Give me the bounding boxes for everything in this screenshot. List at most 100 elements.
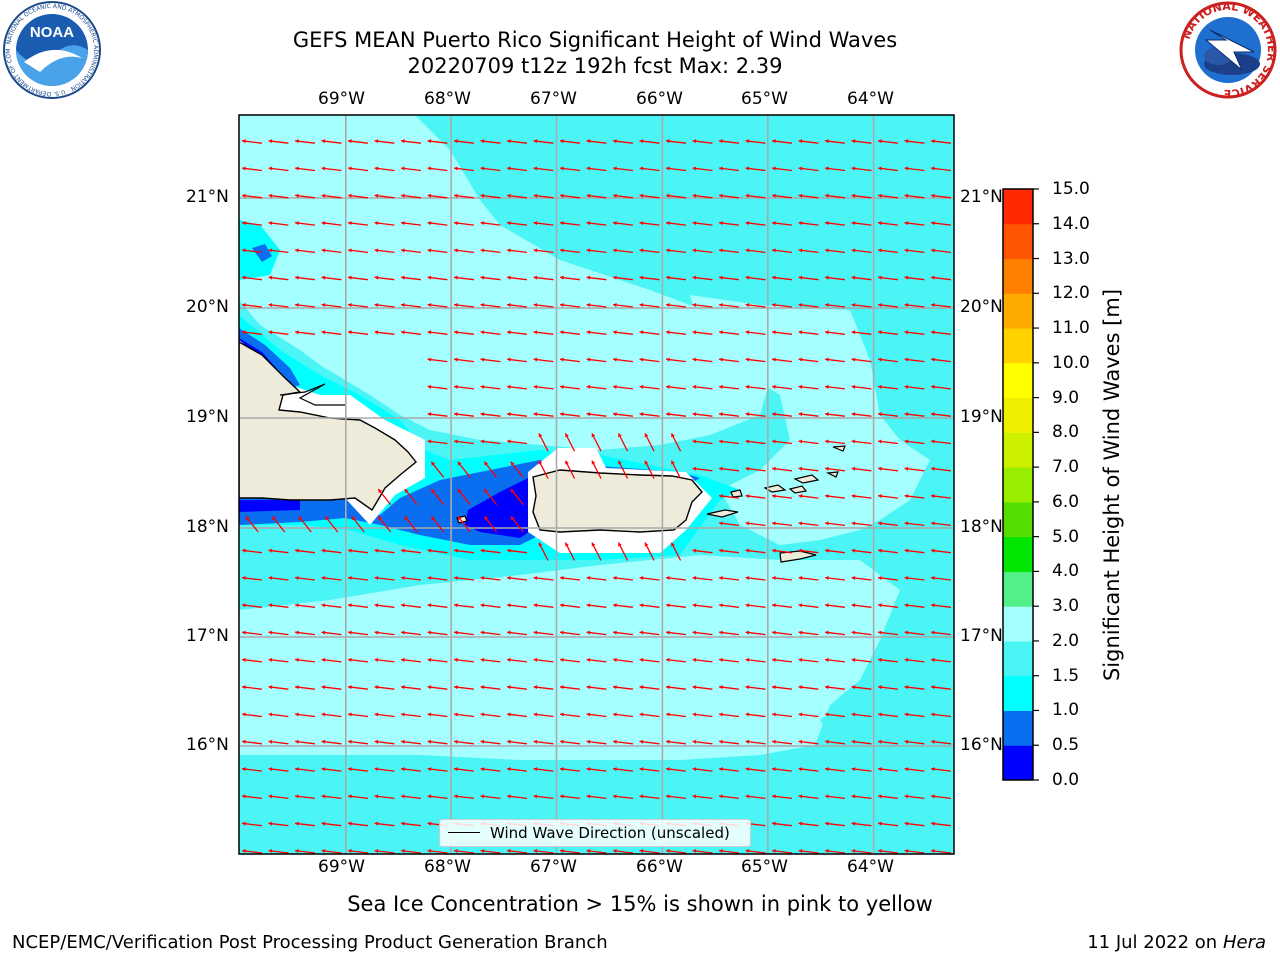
direction-arrow-head (268, 657, 273, 662)
direction-arrow-head (613, 139, 617, 144)
direction-arrow-head (931, 685, 935, 690)
direction-arrow-head (878, 302, 882, 308)
direction-arrow-head (507, 221, 511, 226)
direction-arrow-head (295, 685, 299, 690)
direction-arrow-head (242, 275, 246, 280)
direction-arrow-head (533, 357, 538, 362)
direction-arrow-head (671, 433, 675, 438)
colorbar-bin (1003, 640, 1033, 677)
direction-arrow-head (480, 166, 485, 171)
direction-arrow-head (745, 657, 750, 662)
direction-arrow-head (931, 139, 935, 144)
colorbar-bin (1003, 223, 1033, 260)
direction-arrow-head (427, 384, 432, 389)
direction-arrow-head (591, 433, 596, 438)
direction-arrow-head (666, 767, 670, 772)
direction-arrow-head (533, 221, 538, 226)
direction-arrow-head (692, 412, 697, 417)
direction-arrow-head (480, 330, 485, 335)
graticule (239, 115, 954, 854)
direction-arrow-head (692, 575, 697, 581)
direction-arrow-head (374, 794, 379, 799)
direction-arrow-head (427, 275, 432, 280)
noaa-logo-text: NOAA (30, 24, 74, 41)
direction-arrow-head (295, 657, 299, 662)
direction-arrow-head (639, 166, 644, 171)
direction-arrow-head (878, 848, 882, 854)
direction-arrow-head (242, 330, 246, 335)
direction-arrow-head (427, 575, 432, 581)
lat-label-right-18n: 18°N (960, 517, 1003, 537)
direction-arrow-head (798, 521, 803, 526)
direction-arrow-head (825, 494, 829, 499)
direction-arrow-head (268, 139, 273, 144)
direction-arrow-head (374, 575, 379, 581)
direction-arrow-head (904, 712, 909, 717)
direction-arrow-head (931, 384, 935, 389)
direction-arrow-head (745, 248, 750, 253)
island-st-john (788, 485, 808, 494)
lat-label-left-16n: 16°N (186, 735, 229, 755)
direction-arrow-head (480, 439, 485, 444)
direction-arrow-head (692, 685, 697, 690)
direction-arrow-head (268, 193, 273, 198)
colorbar-tick-label: 5.0 (1052, 526, 1080, 547)
direction-arrow-head (454, 575, 458, 581)
direction-arrow-head (454, 357, 458, 362)
direction-arrow-head (851, 384, 856, 389)
direction-arrow-head (295, 767, 299, 772)
direction-arrow-head (268, 302, 273, 308)
direction-arrow-head (401, 166, 405, 171)
lat-label-right-17n: 17°N (960, 626, 1003, 646)
direction-arrow-head (507, 575, 511, 581)
direction-arrow-head (533, 712, 538, 717)
direction-arrow-head (613, 412, 617, 417)
lon-label-top-67w: 67°W (530, 89, 577, 109)
direction-arrow-head (878, 357, 882, 362)
direction-arrow-head (242, 302, 246, 308)
direction-arrow-head (242, 685, 246, 690)
direction-arrow-head (374, 739, 379, 744)
direction-arrow-head (295, 821, 299, 826)
direction-arrow-head (719, 685, 723, 690)
direction-arrow-head (692, 630, 697, 635)
direction-arrow-head (401, 712, 405, 717)
direction-arrow-head (586, 412, 591, 417)
direction-arrow-head (565, 460, 569, 465)
direction-arrow-head (904, 821, 909, 826)
direction-arrow-head (692, 548, 697, 553)
direction-arrow-head (348, 603, 352, 608)
direction-arrow-head (931, 439, 935, 444)
direction-arrow-head (639, 739, 644, 744)
direction-arrow-head (507, 193, 511, 198)
direction-arrow-head (242, 712, 246, 717)
direction-arrow-head (401, 685, 405, 690)
wave-band-0-0p5m-passage (465, 478, 535, 538)
direction-arrow-head (613, 302, 617, 308)
direction-arrow-head (798, 494, 803, 499)
lon-label-bottom-66w: 66°W (636, 857, 683, 877)
direction-arrow-head (639, 412, 644, 417)
direction-arrow-head (692, 767, 697, 772)
lon-label-bottom-65w: 65°W (741, 857, 788, 877)
direction-arrow-head (374, 330, 379, 335)
direction-arrow-head (348, 739, 352, 744)
direction-arrow-head (798, 302, 803, 308)
direction-arrow-head (671, 460, 675, 465)
direction-arrow-head (560, 275, 564, 280)
direction-arrow-head (401, 821, 405, 826)
direction-arrow-head (560, 630, 564, 635)
direction-arrow-head (931, 248, 935, 253)
colorbar-tick-label: 15.0 (1052, 179, 1090, 199)
direction-arrow-head (374, 767, 379, 772)
direction-arrow-head (586, 302, 591, 308)
direction-arrow-head (272, 516, 277, 521)
direction-arrow-head (666, 193, 670, 198)
direction-arrow-head (325, 516, 330, 521)
direction-arrow-head (931, 603, 935, 608)
direction-arrow-head (613, 712, 617, 717)
colorbar-tick-label: 7.0 (1052, 457, 1080, 478)
direction-arrow-head (507, 685, 511, 690)
direction-arrow-head (639, 248, 644, 253)
island-tortola (793, 474, 820, 484)
